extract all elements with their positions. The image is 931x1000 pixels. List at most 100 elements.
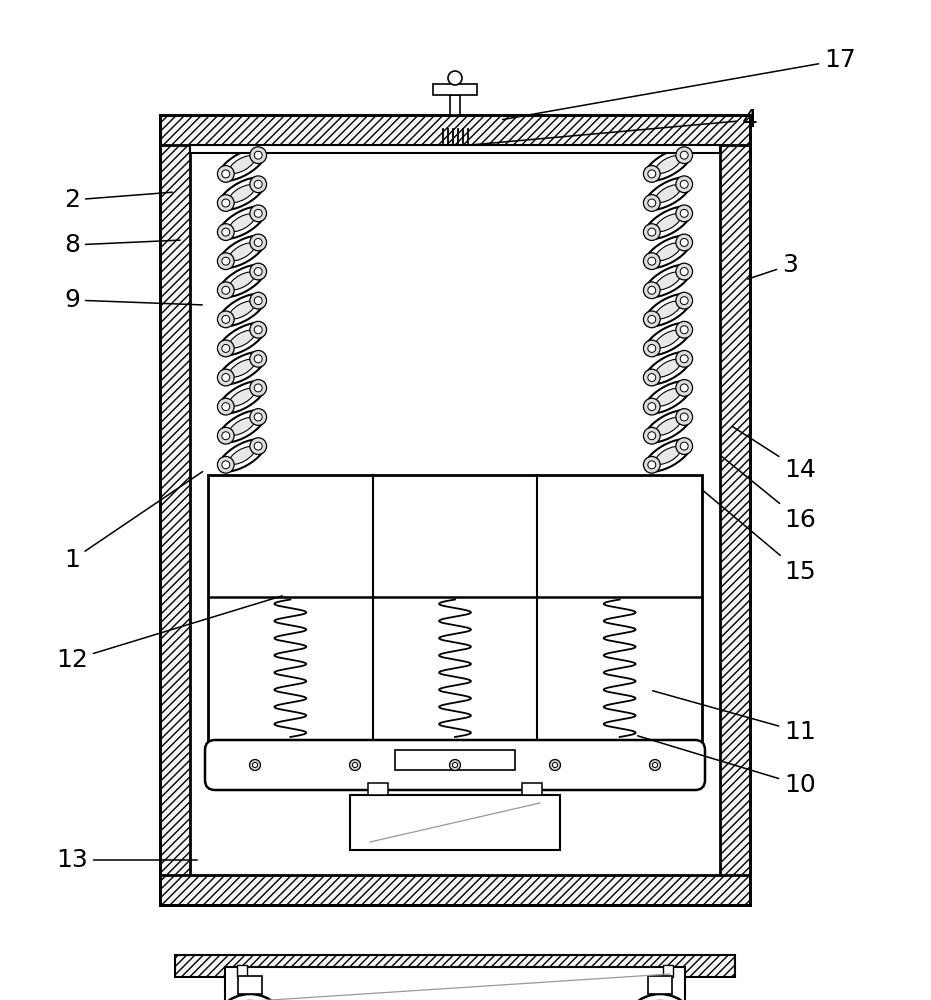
Ellipse shape <box>219 148 265 181</box>
Circle shape <box>648 257 655 265</box>
Circle shape <box>250 760 261 770</box>
Circle shape <box>676 292 693 309</box>
Circle shape <box>254 180 263 188</box>
Circle shape <box>222 461 230 469</box>
Text: 4: 4 <box>473 108 758 145</box>
Ellipse shape <box>219 294 265 326</box>
Circle shape <box>648 199 655 207</box>
Circle shape <box>648 286 655 294</box>
Circle shape <box>681 151 688 159</box>
Text: 16: 16 <box>722 457 816 532</box>
Text: 11: 11 <box>653 691 816 744</box>
Ellipse shape <box>645 439 691 472</box>
Ellipse shape <box>219 381 265 413</box>
Bar <box>720 115 750 905</box>
Ellipse shape <box>229 156 255 173</box>
Text: 10: 10 <box>638 736 816 797</box>
Circle shape <box>222 344 230 352</box>
Ellipse shape <box>655 214 681 232</box>
Circle shape <box>676 350 693 367</box>
Ellipse shape <box>645 236 691 268</box>
Circle shape <box>218 224 235 240</box>
Ellipse shape <box>229 447 255 464</box>
Ellipse shape <box>229 214 255 232</box>
Circle shape <box>549 760 560 770</box>
Ellipse shape <box>645 148 691 181</box>
Ellipse shape <box>229 301 255 319</box>
Circle shape <box>643 398 660 415</box>
Circle shape <box>218 369 235 386</box>
Circle shape <box>643 311 660 328</box>
Circle shape <box>349 760 360 770</box>
Circle shape <box>681 209 688 217</box>
Circle shape <box>643 166 660 182</box>
Bar <box>160 875 750 905</box>
Circle shape <box>676 409 693 425</box>
Ellipse shape <box>655 185 681 203</box>
Circle shape <box>212 994 288 1000</box>
Circle shape <box>676 176 693 193</box>
Circle shape <box>250 409 266 425</box>
Circle shape <box>254 442 263 450</box>
Circle shape <box>648 170 655 178</box>
Ellipse shape <box>655 156 681 173</box>
Ellipse shape <box>219 352 265 384</box>
Bar <box>368 783 388 795</box>
Circle shape <box>254 151 263 159</box>
Ellipse shape <box>229 243 255 261</box>
Circle shape <box>676 321 693 338</box>
Ellipse shape <box>655 330 681 348</box>
Ellipse shape <box>655 388 681 406</box>
Circle shape <box>250 380 266 396</box>
Text: 3: 3 <box>748 253 798 279</box>
Circle shape <box>648 432 655 440</box>
Ellipse shape <box>655 447 681 464</box>
Bar <box>190 145 720 875</box>
Circle shape <box>250 234 266 251</box>
Ellipse shape <box>645 207 691 239</box>
Circle shape <box>250 263 266 280</box>
Circle shape <box>250 292 266 309</box>
Circle shape <box>676 438 693 454</box>
Ellipse shape <box>655 301 681 319</box>
Circle shape <box>222 199 230 207</box>
Circle shape <box>250 205 266 222</box>
Ellipse shape <box>229 388 255 406</box>
Text: 8: 8 <box>64 233 181 257</box>
Circle shape <box>254 297 263 305</box>
Ellipse shape <box>645 265 691 297</box>
Circle shape <box>250 321 266 338</box>
Bar <box>208 475 702 745</box>
Circle shape <box>218 398 235 415</box>
Circle shape <box>250 176 266 193</box>
Circle shape <box>648 403 655 411</box>
Circle shape <box>681 384 688 392</box>
Circle shape <box>643 224 660 240</box>
Circle shape <box>222 257 230 265</box>
Circle shape <box>252 762 258 768</box>
Circle shape <box>681 413 688 421</box>
Circle shape <box>254 209 263 217</box>
Circle shape <box>643 340 660 357</box>
Ellipse shape <box>229 359 255 377</box>
Circle shape <box>643 253 660 270</box>
Circle shape <box>676 205 693 222</box>
Circle shape <box>218 166 235 182</box>
Bar <box>395 750 515 770</box>
Circle shape <box>681 442 688 450</box>
Circle shape <box>676 234 693 251</box>
Ellipse shape <box>229 272 255 290</box>
Ellipse shape <box>229 330 255 348</box>
Circle shape <box>681 297 688 305</box>
Ellipse shape <box>219 439 265 472</box>
Text: 14: 14 <box>733 427 816 482</box>
Circle shape <box>681 238 688 246</box>
Bar <box>648 976 672 994</box>
Bar <box>160 115 750 905</box>
Ellipse shape <box>645 410 691 442</box>
Circle shape <box>250 438 266 454</box>
Circle shape <box>250 147 266 164</box>
Circle shape <box>681 180 688 188</box>
Circle shape <box>218 340 235 357</box>
Bar <box>160 115 190 905</box>
